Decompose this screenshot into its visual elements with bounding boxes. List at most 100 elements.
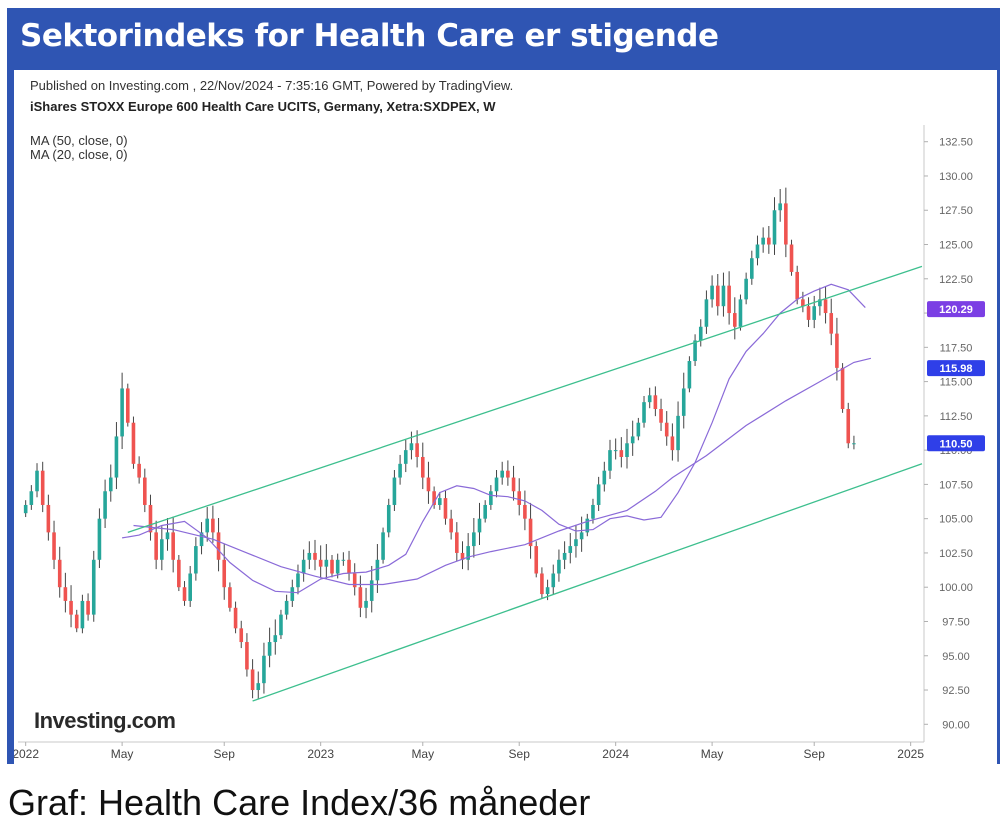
candle [398, 454, 402, 485]
candle [727, 271, 731, 325]
candle [222, 544, 227, 600]
candle [472, 517, 476, 558]
candle [63, 572, 68, 613]
x-tick-label: 2023 [307, 747, 334, 761]
candle [642, 395, 646, 428]
candle [528, 502, 533, 559]
candle [772, 197, 777, 255]
x-tick-label: May [411, 747, 434, 761]
y-tick-label: 107.50 [939, 479, 973, 491]
y-tick-label: 105.00 [939, 514, 973, 526]
candle [659, 398, 663, 431]
chart-panel: 90.00 92.50 95.00 97.50 100.00 102.50 105.00 10… [12, 70, 997, 764]
candle [801, 291, 805, 313]
candle [403, 439, 408, 473]
candle [86, 593, 90, 621]
candle [143, 468, 147, 513]
moving-average-line [133, 357, 872, 586]
candle [647, 387, 652, 409]
candle [165, 517, 170, 551]
candle [386, 498, 391, 538]
candle [744, 272, 748, 305]
price-chart: 90.00 92.50 95.00 97.50 100.00 102.50 105.00 10… [12, 78, 985, 761]
candle [540, 567, 544, 600]
price-badge-label: 120.29 [939, 304, 973, 316]
x-tick-label: Sep [804, 747, 826, 761]
candle [160, 526, 164, 571]
price-badge: 120.29 [927, 301, 985, 318]
candle [698, 319, 703, 347]
candle [125, 383, 130, 427]
y-tick-label: 90.00 [942, 719, 970, 731]
candle [279, 609, 283, 640]
candle [602, 461, 607, 492]
candle [46, 494, 51, 541]
x-tick-label: 2024 [602, 747, 629, 761]
ma50-legend: MA (50, close, 0) [30, 133, 128, 148]
candle [562, 541, 567, 570]
candle [103, 479, 107, 528]
candle [290, 579, 295, 607]
candle [750, 250, 754, 285]
candle [568, 533, 573, 564]
candle [318, 545, 323, 579]
candle [52, 520, 56, 570]
candle [625, 428, 629, 469]
candle [194, 537, 198, 581]
candle [148, 494, 153, 541]
candle [755, 235, 760, 266]
candle [211, 505, 215, 543]
figure-caption: Graf: Health Care Index/36 måneder [8, 782, 591, 823]
x-tick-label: May [701, 747, 724, 761]
candle [120, 372, 124, 450]
y-tick-label: 97.50 [942, 616, 970, 628]
y-tick-label: 127.50 [939, 205, 973, 217]
candle [245, 633, 249, 677]
candle [341, 552, 346, 566]
candle [171, 516, 175, 573]
candle [131, 416, 136, 469]
candle [795, 265, 799, 305]
candle [619, 437, 624, 468]
candle [579, 516, 584, 552]
candle [256, 671, 261, 700]
candle [409, 431, 414, 460]
y-tick-label: 112.50 [940, 411, 973, 423]
x-tick-label: 2025 [897, 747, 924, 761]
y-tick-label: 102.50 [939, 548, 973, 560]
candle [324, 544, 329, 580]
x-tick-label: Sep [509, 747, 531, 761]
candle [466, 533, 470, 571]
price-badge-label: 115.98 [939, 363, 972, 375]
investing-logo: Investing.com [34, 708, 175, 733]
price-badge-label: 110.50 [939, 438, 972, 450]
candle [330, 555, 334, 578]
candle [296, 564, 300, 595]
candle [664, 411, 669, 446]
candle [97, 508, 102, 569]
candle [704, 290, 709, 334]
overlay-lines [122, 265, 923, 702]
candle [653, 386, 658, 417]
candle [239, 620, 244, 649]
candle [460, 541, 465, 570]
candle [364, 587, 368, 619]
candle [199, 522, 204, 555]
candle [846, 402, 851, 449]
candle [91, 550, 96, 622]
moving-average-line [122, 283, 866, 594]
candle [301, 549, 306, 582]
candle [74, 609, 79, 633]
price-axis: 90.00 92.50 95.00 97.50 100.00 102.50 105.00 10… [924, 137, 973, 731]
candle [761, 227, 765, 253]
candle [852, 435, 856, 450]
x-tick-label: Sep [214, 747, 236, 761]
candle [483, 500, 487, 523]
candle [80, 594, 85, 634]
candle [228, 582, 232, 612]
candle [670, 423, 675, 461]
candle [420, 442, 425, 490]
candle [352, 563, 357, 596]
candle [784, 187, 788, 258]
price-badge: 110.50 [927, 435, 985, 452]
